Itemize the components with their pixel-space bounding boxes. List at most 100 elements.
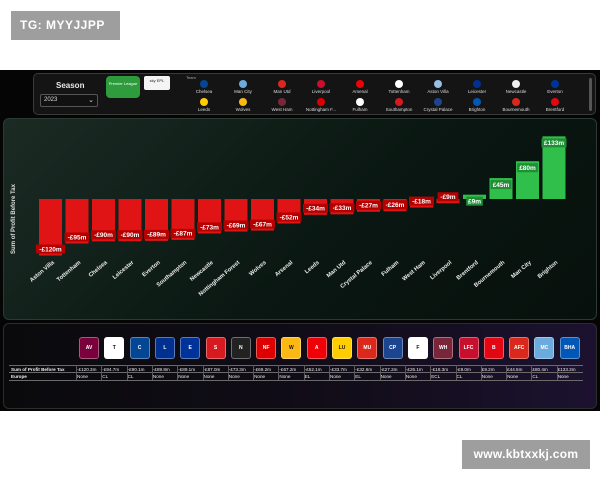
club-crest-icon: W <box>281 337 302 359</box>
table-column-separator <box>404 365 406 380</box>
row-header-europe: Europe <box>11 374 27 379</box>
team-filter-newcastle[interactable]: Newcastle <box>494 80 538 94</box>
europe-cell: CL <box>532 374 539 379</box>
club-crest-icon: T <box>104 337 125 359</box>
team-crest-icon <box>278 98 286 106</box>
profit-cell: -£87.0m <box>203 367 221 372</box>
profit-cell: £9.2m <box>481 367 495 372</box>
profit-cell: £133.3m <box>557 367 576 372</box>
club-crest-icon: MC <box>534 337 555 359</box>
team-filter-bournemouth[interactable]: Bournemouth <box>494 98 538 112</box>
team-filter-leeds[interactable]: Leeds <box>182 98 226 112</box>
team-filter-southampton[interactable]: Southampton <box>377 98 421 112</box>
team-filter-label: Everton <box>547 89 563 94</box>
club-crest-icon: L <box>154 337 175 359</box>
team-filter-tottenham[interactable]: Tottenham <box>377 80 421 94</box>
table-column-separator <box>430 365 432 380</box>
season-dropdown[interactable]: 2023 ⌄ <box>40 94 98 107</box>
team-crest-icon <box>278 80 286 88</box>
premier-league-filter-tile[interactable]: Premier League <box>106 76 140 98</box>
profit-cell: -£52.1m <box>304 367 322 372</box>
team-filter-west-ham[interactable]: West Ham <box>260 98 304 112</box>
x-tick-label: Aston Villa <box>29 259 56 283</box>
team-crest-icon <box>434 98 442 106</box>
watermark-top-left: TG: MYYJJPP <box>11 11 120 40</box>
team-filter-brighton[interactable]: Brighton <box>455 98 499 112</box>
profit-table-panel: Sum of Profit Before Tax Europe AV -£120.… <box>3 323 597 409</box>
team-filter-man-city[interactable]: Man City <box>221 80 265 94</box>
europe-cell: CL <box>127 374 134 379</box>
team-filter-chelsea[interactable]: Chelsea <box>182 80 226 94</box>
table-column-separator <box>480 365 482 380</box>
club-crest-icon: LU <box>332 337 352 359</box>
x-tick-label: Leeds <box>304 260 321 275</box>
team-filter-man-utd[interactable]: Man Utd <box>260 80 304 94</box>
europe-cell: None <box>228 374 240 379</box>
data-label-bg <box>409 196 434 206</box>
team-filter-arsenal[interactable]: Arsenal <box>338 80 382 94</box>
club-crest-icon: AFC <box>509 337 530 359</box>
table-column-separator <box>126 365 128 380</box>
profit-chart-panel: Sum of Profit Before Tax -£120m Aston Vill… <box>3 118 597 320</box>
table-column-separator <box>379 365 381 380</box>
data-label-bg <box>490 180 512 190</box>
bar <box>542 136 566 199</box>
team-filter-everton[interactable]: Everton <box>533 80 577 94</box>
table-column-separator <box>151 365 153 380</box>
europe-cell: None <box>380 374 392 379</box>
profit-cell: -£120.3m <box>77 367 97 372</box>
club-crest-icon: BHA <box>559 337 580 359</box>
team-filter-nottingham-f-[interactable]: Nottingham F... <box>299 98 343 112</box>
table-column-separator <box>227 365 229 380</box>
table-column: BHA £133.3m None <box>558 337 582 379</box>
team-crest-icon <box>395 98 403 106</box>
data-label-bg <box>541 138 567 148</box>
europe-cell: None <box>405 374 417 379</box>
data-label-bg <box>466 196 483 206</box>
x-tick-label: Brighton <box>537 260 560 280</box>
team-filter-crystal-palace[interactable]: Crystal Palace <box>416 98 460 112</box>
table-column-separator <box>278 365 280 380</box>
team-crest-icon <box>551 98 559 106</box>
x-tick-label: Brentford <box>456 260 480 282</box>
team-filter-brentford[interactable]: Brentford <box>533 98 577 112</box>
team-filter-wolves[interactable]: Wolves <box>221 98 265 112</box>
table-column: LU -£33.7m None <box>330 337 354 379</box>
data-label-bg <box>91 230 116 240</box>
y-axis-label: Sum of Profit Before Tax <box>11 183 17 254</box>
profit-bar-chart: Sum of Profit Before Tax -£120m Aston Vill… <box>11 136 567 298</box>
europe-cell: None <box>481 374 493 379</box>
x-tick-label: Leicester <box>112 259 136 280</box>
data-label-bg <box>197 222 222 232</box>
club-crest-icon: CP <box>382 337 403 359</box>
table-gridline <box>9 365 583 366</box>
profit-cell: -£9.0m <box>456 367 471 372</box>
table-column-separator <box>455 365 457 380</box>
data-label: -£34m <box>306 206 325 213</box>
team-filter-leicester[interactable]: Leicester <box>455 80 499 94</box>
data-label-bg <box>144 229 169 239</box>
filter-scrollbar[interactable] <box>589 78 592 111</box>
team-crest-icon <box>512 98 520 106</box>
europe-cell: ECL <box>431 374 441 379</box>
team-filter-aston-villa[interactable]: Aston Villa <box>416 80 460 94</box>
data-label-bg <box>517 163 538 173</box>
data-label-bg <box>382 200 408 210</box>
broadcaster-filter-tile[interactable]: sky EPL <box>144 76 170 90</box>
data-label: -£87m <box>174 231 193 238</box>
data-label-bg <box>117 230 143 240</box>
team-filter-liverpool[interactable]: Liverpool <box>299 80 343 94</box>
table-column-separator <box>506 365 508 380</box>
data-label: -£18m <box>412 198 431 205</box>
team-filter-fulham[interactable]: Fulham <box>338 98 382 112</box>
table-column: F -£26.1m None <box>406 337 430 379</box>
x-tick-label: Wolves <box>248 260 267 278</box>
team-crest-icon <box>473 80 481 88</box>
table-column: C -£90.1m CL <box>128 337 152 379</box>
table-column-separator <box>101 365 103 380</box>
chevron-down-icon: ⌄ <box>88 97 94 104</box>
europe-cell: None <box>330 374 341 379</box>
team-filter-label: Brentford <box>545 107 565 112</box>
team-crest-icon <box>551 80 559 88</box>
team-crest-icon <box>512 80 520 88</box>
